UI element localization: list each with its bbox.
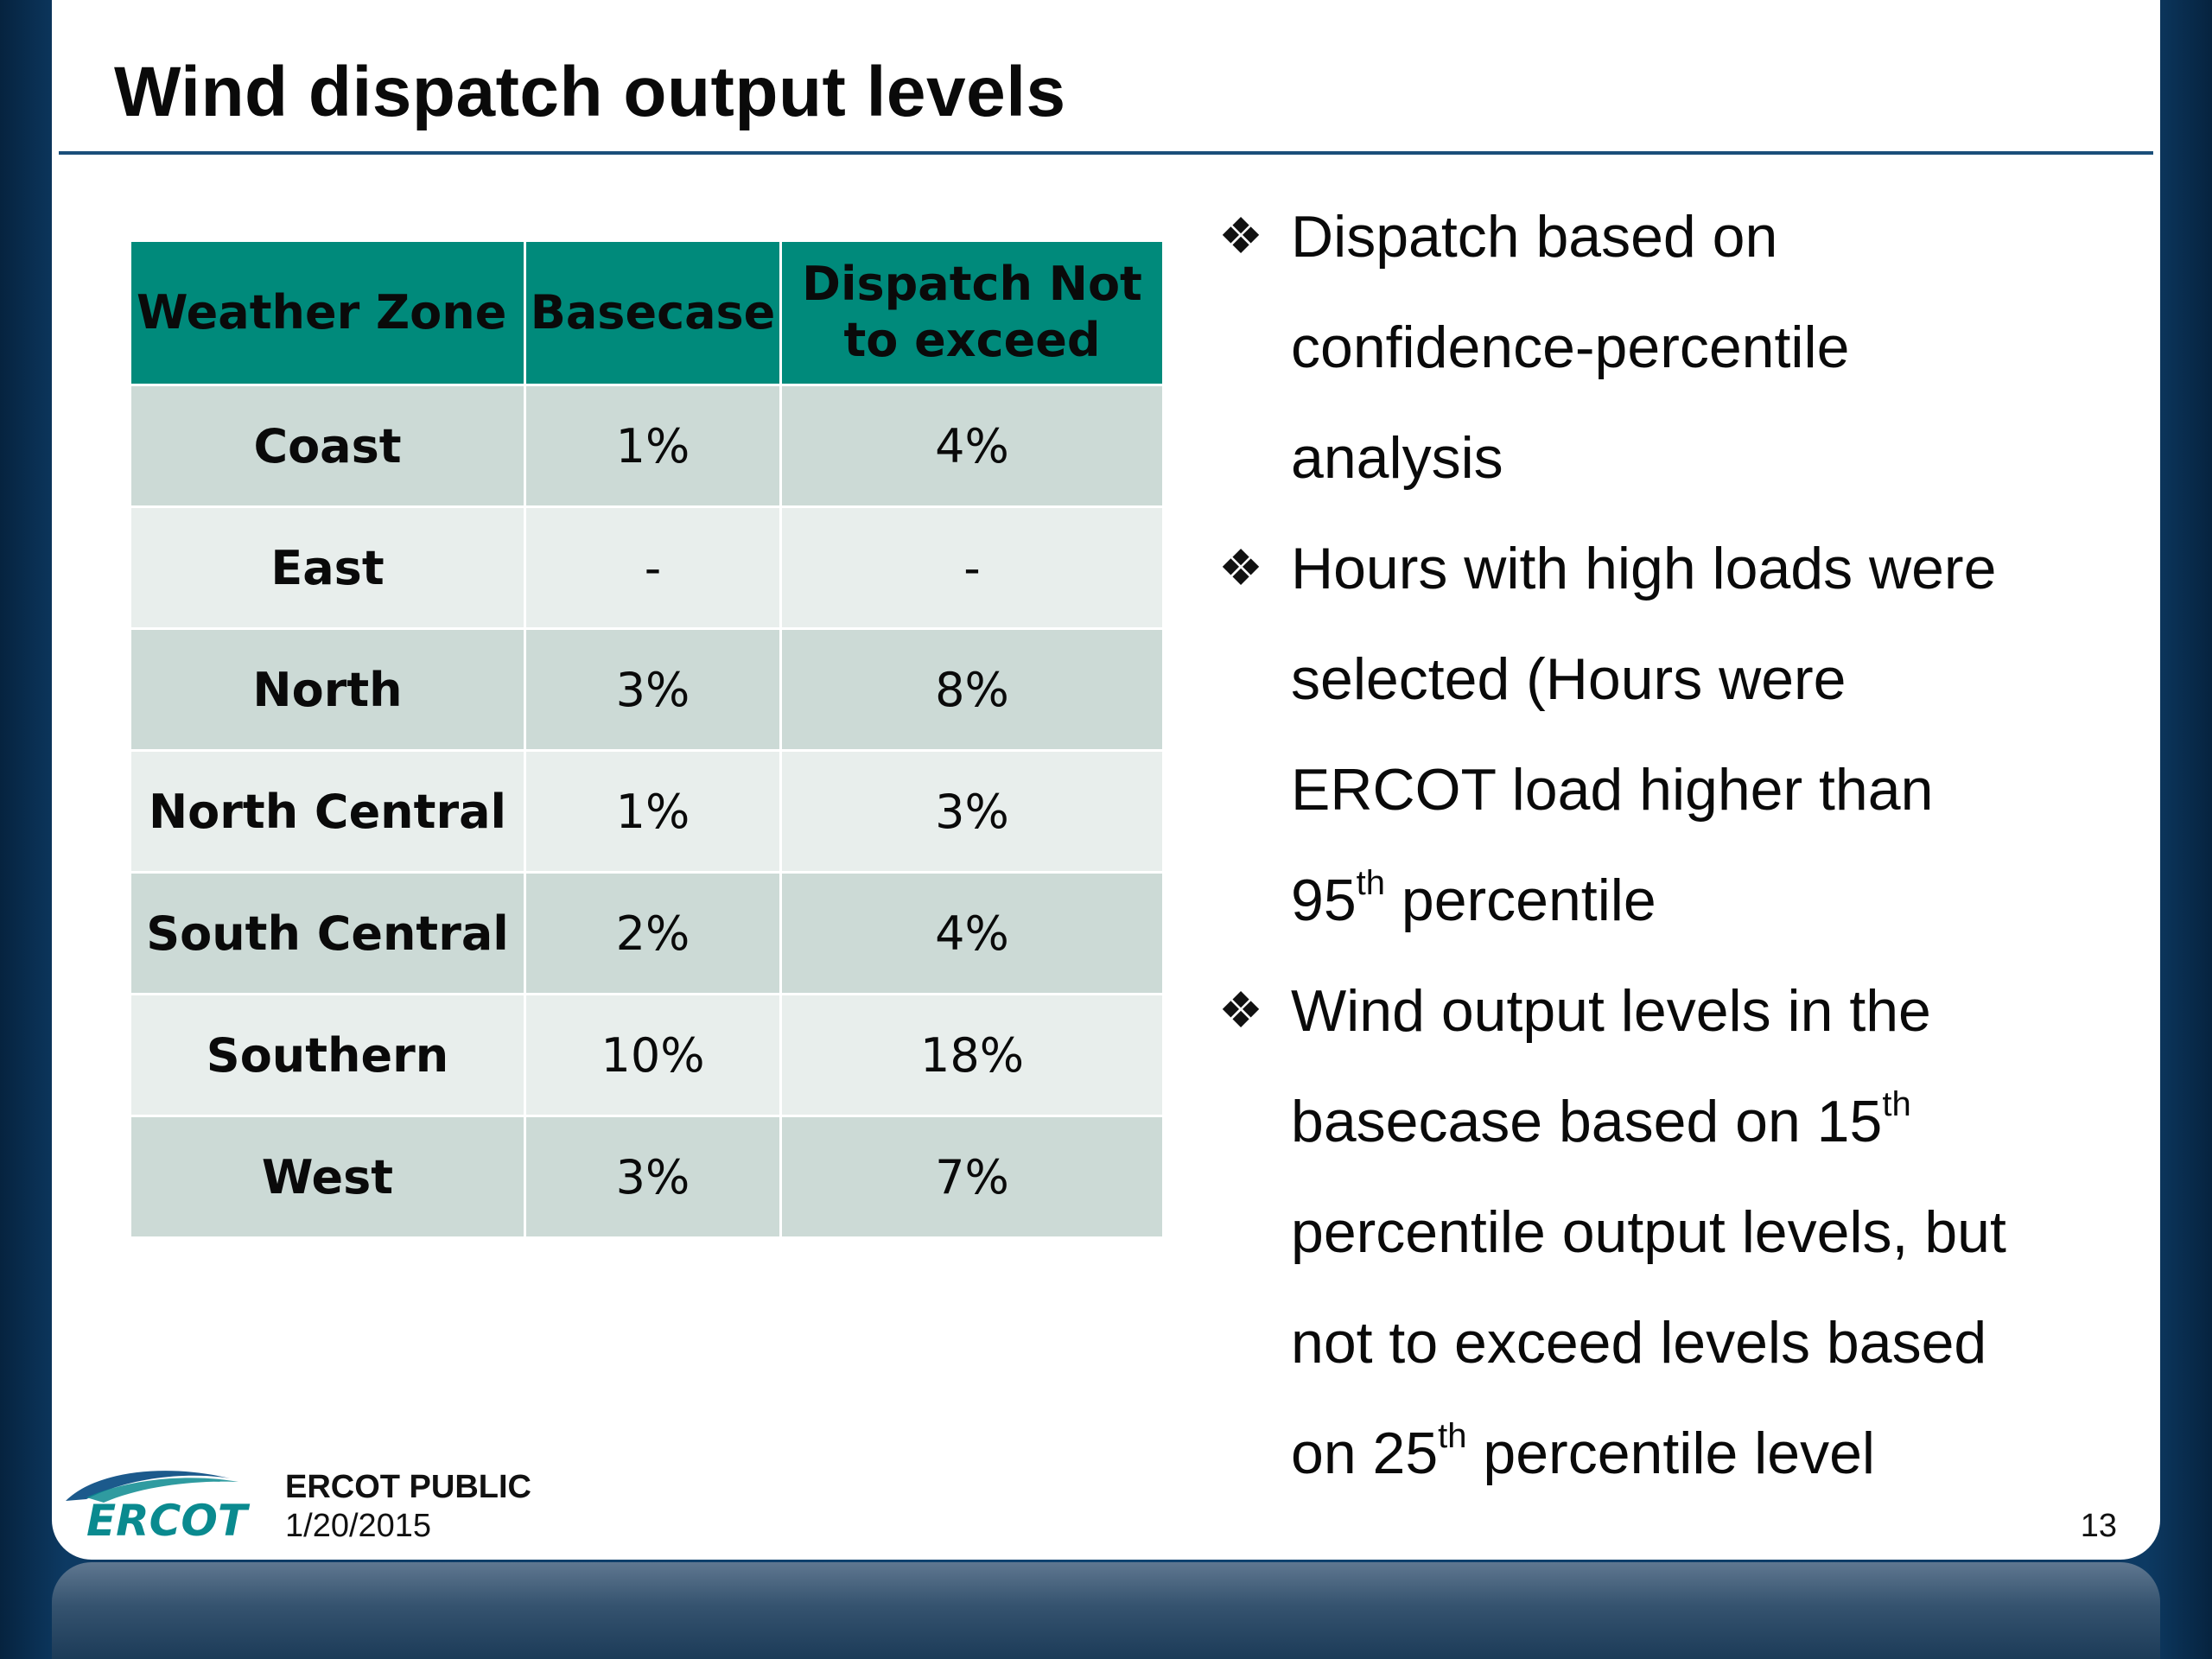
dispatch-cell: 4% [782, 874, 1162, 993]
zone-cell: Coast [131, 386, 524, 505]
page-number: 13 [2080, 1508, 2117, 1544]
table-row: North 3% 8% [131, 630, 1162, 749]
bullet-text: percentile level [1466, 1421, 1876, 1486]
basecase-cell: 3% [526, 630, 779, 749]
table-row: Southern 10% 18% [131, 995, 1162, 1115]
bullet-line: Dispatch based on [1291, 204, 1778, 270]
basecase-cell: - [526, 508, 779, 627]
four-diamond-bullet-icon: ❖ [1218, 540, 1263, 596]
bullet-line: on 25th percentile level [1291, 1419, 1876, 1486]
logo-text: ERCOT [86, 1496, 251, 1542]
dispatch-cell: - [782, 508, 1162, 627]
wind-dispatch-table: Weather Zone Basecase Dispatch Not to ex… [129, 239, 1165, 1239]
zone-cell: West [131, 1117, 524, 1236]
title-divider [59, 151, 2153, 155]
basecase-cell: 2% [526, 874, 779, 993]
zone-cell: North Central [131, 752, 524, 871]
zone-cell: Southern [131, 995, 524, 1115]
percentile-number: 95 [1291, 868, 1357, 933]
ercot-logo: ERCOT [66, 1471, 251, 1542]
header-basecase: Basecase [526, 242, 779, 384]
bullet-line: Hours with high loads were [1291, 536, 1997, 601]
footer-date: 1/20/2015 [285, 1508, 432, 1544]
bullet-line: analysis [1291, 425, 1503, 491]
bullet-line: ERCOT load higher than [1291, 757, 1934, 823]
bullet-line: basecase based on 15th [1291, 1087, 1911, 1154]
header-dispatch-line1: Dispatch Not [802, 257, 1142, 312]
table-row: Coast 1% 4% [131, 386, 1162, 505]
bullet-item: ❖ Dispatch based on confidence-percentil… [1218, 181, 2082, 513]
table-row: North Central 1% 3% [131, 752, 1162, 871]
basecase-cell: 1% [526, 386, 779, 505]
table-header-row: Weather Zone Basecase Dispatch Not to ex… [131, 242, 1162, 384]
footer-classification: ERCOT PUBLIC [285, 1469, 531, 1505]
dispatch-cell: 8% [782, 630, 1162, 749]
ordinal-superscript: th [1882, 1085, 1911, 1123]
zone-cell: North [131, 630, 524, 749]
dispatch-cell: 3% [782, 752, 1162, 871]
bullet-line: 95th percentile [1291, 866, 1656, 933]
header-dispatch-line2: to exceed [843, 313, 1101, 367]
dispatch-cell: 7% [782, 1117, 1162, 1236]
dispatch-cell: 18% [782, 995, 1162, 1115]
zone-cell: South Central [131, 874, 524, 993]
table-row: South Central 2% 4% [131, 874, 1162, 993]
bullet-item: ❖ Wind output levels in the basecase bas… [1218, 956, 2082, 1509]
basecase-cell: 10% [526, 995, 779, 1115]
header-dispatch-not-to-exceed: Dispatch Not to exceed [782, 242, 1162, 384]
bullet-line: percentile output levels, but [1291, 1199, 2006, 1265]
bullet-line: confidence-percentile [1291, 315, 1850, 380]
bullet-line: not to exceed levels based [1291, 1310, 1987, 1376]
bullet-text: percentile [1385, 868, 1656, 933]
basecase-cell: 1% [526, 752, 779, 871]
four-diamond-bullet-icon: ❖ [1218, 982, 1263, 1039]
dispatch-cell: 4% [782, 386, 1162, 505]
ordinal-superscript: th [1356, 864, 1385, 902]
zone-cell: East [131, 508, 524, 627]
bullet-line: selected (Hours were [1291, 646, 1847, 712]
four-diamond-bullet-icon: ❖ [1218, 208, 1263, 264]
table-row: East - - [131, 508, 1162, 627]
header-weather-zone: Weather Zone [131, 242, 524, 384]
table-row: West 3% 7% [131, 1117, 1162, 1236]
slide-title: Wind dispatch output levels [114, 53, 1066, 131]
bullet-item: ❖ Hours with high loads were selected (H… [1218, 513, 2082, 956]
bullet-list: ❖ Dispatch based on confidence-percentil… [1218, 181, 2082, 1509]
bullet-text: on 25 [1291, 1421, 1439, 1486]
ordinal-superscript: th [1438, 1417, 1467, 1455]
basecase-cell: 3% [526, 1117, 779, 1236]
bottom-band [52, 1562, 2160, 1659]
bullet-text: basecase based on 15 [1291, 1089, 1883, 1154]
bullet-line: Wind output levels in the [1291, 978, 1931, 1044]
